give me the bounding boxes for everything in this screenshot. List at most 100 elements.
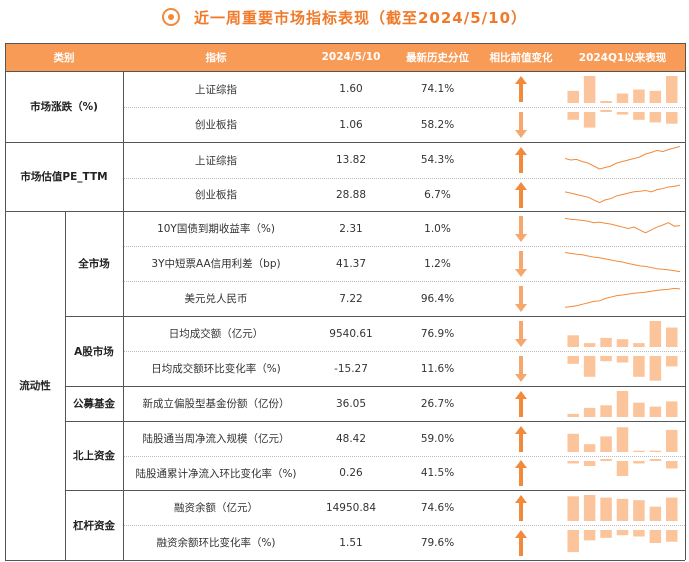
indicator-label: 10Y国债到期收益率（%) bbox=[157, 223, 275, 235]
arrow-up-icon bbox=[515, 529, 527, 556]
header-change: 相比前值变化 bbox=[482, 43, 560, 71]
percentile-cell: 1.2% bbox=[424, 257, 451, 270]
subgroup-whole-market: 全市场 bbox=[78, 258, 110, 270]
spark-bar bbox=[649, 112, 662, 123]
line-sparkline bbox=[565, 287, 680, 308]
value-cell: 1.06 bbox=[339, 118, 363, 131]
spark-bar bbox=[616, 391, 629, 417]
spark-bar bbox=[666, 327, 678, 347]
indicator-label: 日均成交额环比变化率（%) bbox=[151, 363, 281, 375]
spark-bar bbox=[616, 339, 629, 347]
divider bbox=[685, 43, 686, 560]
divider bbox=[5, 71, 685, 72]
percentile-cell: 1.0% bbox=[424, 222, 451, 235]
spark-bar bbox=[649, 356, 662, 381]
divider bbox=[5, 142, 685, 143]
spark-bar bbox=[666, 461, 678, 469]
bar-sparkline bbox=[567, 321, 678, 347]
spark-bar bbox=[583, 343, 596, 347]
indicator-label: 陆股通累计净流入环比变化率（%) bbox=[135, 467, 297, 480]
indicator-label: 创业板指 bbox=[195, 189, 237, 201]
spark-bar bbox=[633, 343, 645, 347]
divider bbox=[123, 456, 685, 457]
spark-bar bbox=[567, 413, 579, 417]
header-indicator: 指标 bbox=[123, 43, 309, 71]
divider bbox=[65, 211, 66, 560]
indicator-label: 创业板指 bbox=[195, 119, 237, 131]
spark-line bbox=[565, 184, 680, 204]
value-cell: 1.60 bbox=[339, 83, 363, 95]
spark-bar bbox=[649, 450, 662, 452]
indicator-label: 融资余额环比变化率（%) bbox=[156, 537, 276, 549]
spark-bar bbox=[633, 112, 645, 120]
divider bbox=[123, 281, 685, 282]
percentile-cell: 79.6% bbox=[420, 536, 455, 549]
value-cell: 41.37 bbox=[335, 257, 367, 270]
spark-bar bbox=[600, 497, 612, 521]
divider bbox=[123, 525, 685, 526]
bar-sparkline bbox=[567, 391, 678, 417]
header-percentile: 最新历史分位 bbox=[393, 43, 482, 71]
divider bbox=[5, 43, 6, 560]
arrow-up-icon bbox=[515, 147, 527, 173]
percentile-cell: 59.0% bbox=[420, 432, 455, 445]
value-cell: 7.22 bbox=[339, 292, 363, 305]
spark-bar bbox=[649, 506, 662, 521]
spark-bar bbox=[633, 500, 645, 521]
indicator-label: 日均成交额（亿元） bbox=[168, 328, 264, 340]
spark-bar bbox=[666, 356, 678, 367]
spark-bar bbox=[633, 402, 645, 417]
arrow-down-icon bbox=[515, 285, 527, 312]
spark-bar bbox=[616, 93, 629, 103]
percentile-cell: 76.9% bbox=[420, 327, 455, 340]
spark-bar bbox=[567, 356, 579, 364]
spark-bar bbox=[616, 356, 629, 363]
header-date-value: 2024/5/10 bbox=[309, 43, 393, 71]
arrow-up-icon bbox=[515, 494, 527, 521]
spark-bar bbox=[567, 335, 579, 347]
subgroup-leverage: 杠杆资金 bbox=[73, 519, 115, 532]
group-liquidity: 流动性 bbox=[19, 380, 51, 392]
divider bbox=[123, 246, 685, 247]
divider bbox=[123, 178, 685, 179]
spark-bar bbox=[666, 76, 678, 103]
bar-sparkline bbox=[567, 495, 678, 521]
spark-line bbox=[565, 251, 680, 273]
spark-bar bbox=[666, 530, 678, 542]
value-cell: 13.82 bbox=[335, 154, 367, 166]
line-sparkline bbox=[565, 251, 680, 273]
group-market-change: 市场涨跌（%) bbox=[30, 101, 98, 113]
percentile-cell: 74.6% bbox=[420, 501, 455, 514]
divider bbox=[65, 386, 685, 387]
subgroup-northbound: 北上资金 bbox=[73, 450, 115, 462]
percentile-cell: 54.3% bbox=[420, 154, 455, 166]
divider bbox=[5, 43, 685, 44]
bar-sparkline bbox=[567, 356, 678, 381]
spark-line bbox=[565, 146, 680, 170]
value-cell: 0.26 bbox=[339, 467, 363, 479]
arrow-down-icon bbox=[515, 111, 527, 138]
indicator-label: 陆股通当周净流入规模（亿元） bbox=[142, 433, 290, 445]
value-cell: 14950.84 bbox=[325, 501, 377, 514]
divider bbox=[65, 316, 685, 317]
spark-bar bbox=[649, 530, 662, 543]
divider bbox=[123, 351, 685, 352]
percentile-cell: 41.5% bbox=[420, 467, 455, 479]
spark-bar bbox=[649, 321, 662, 347]
spark-bar bbox=[567, 461, 579, 464]
value-cell: 1.51 bbox=[339, 536, 363, 549]
arrow-up-icon bbox=[515, 76, 527, 102]
spark-bar bbox=[666, 497, 678, 521]
percentile-cell: 74.1% bbox=[420, 83, 455, 95]
spark-bar bbox=[567, 112, 579, 120]
divider bbox=[5, 560, 685, 561]
spark-bar bbox=[583, 461, 596, 466]
spark-bar bbox=[633, 89, 645, 103]
spark-bar bbox=[616, 461, 629, 476]
divider bbox=[123, 71, 124, 560]
indicator-table: 类别 指标 2024/5/10 最新历史分位 相比前值变化 2024Q1以来表现… bbox=[5, 43, 686, 561]
page-title: 近一周重要市场指标表现（截至2024/5/10） bbox=[193, 8, 528, 27]
bar-sparkline bbox=[567, 110, 678, 128]
spark-bar bbox=[616, 427, 629, 452]
indicator-label: 新成立偏股型基金份额（亿份） bbox=[142, 398, 290, 410]
